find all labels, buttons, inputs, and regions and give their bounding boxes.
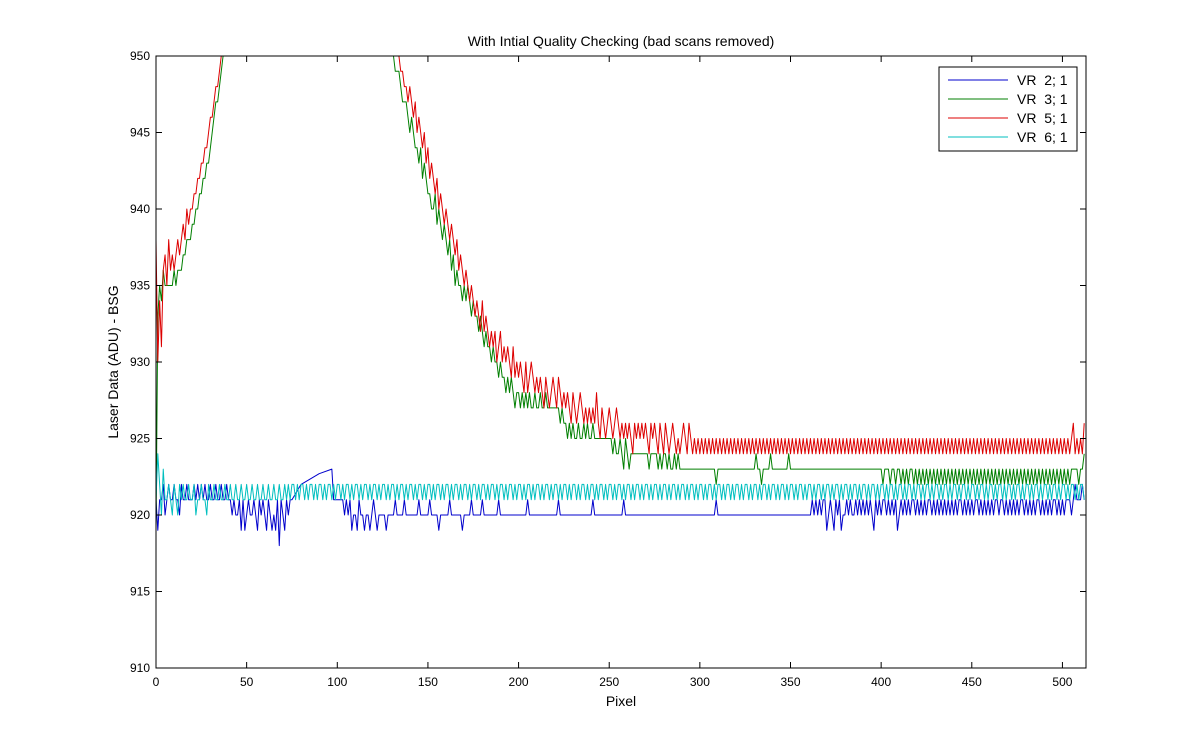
legend-label-3: VR 5; 1 <box>1017 110 1068 126</box>
y-axis-ticks: 910 915 920 925 930 935 940 945 950 <box>130 49 1086 675</box>
y-tick-label: 920 <box>130 508 150 522</box>
x-tick-label: 150 <box>418 675 438 689</box>
y-tick-label: 950 <box>130 49 150 63</box>
x-tick-label: 250 <box>599 675 619 689</box>
series-line-4 <box>156 453 1085 516</box>
legend-items: VR 2; 1 VR 3; 1 VR 5; 1 VR 6; 1 <box>948 72 1068 145</box>
legend-label-4: VR 6; 1 <box>1017 129 1068 145</box>
y-axis-label: Laser Data (ADU) - BSG <box>105 285 121 438</box>
x-tick-label: 450 <box>962 675 982 689</box>
x-tick-label: 400 <box>871 675 891 689</box>
series-line-3 <box>156 56 1085 455</box>
x-axis-label: Pixel <box>606 693 636 709</box>
x-tick-label: 200 <box>509 675 529 689</box>
x-tick-label: 100 <box>327 675 347 689</box>
x-tick-label: 500 <box>1052 675 1072 689</box>
x-tick-label: 0 <box>153 675 160 689</box>
legend-label-1: VR 2; 1 <box>1017 72 1068 88</box>
chart-title: With Intial Quality Checking (bad scans … <box>468 33 775 49</box>
y-tick-label: 930 <box>130 355 150 369</box>
x-tick-label: 350 <box>780 675 800 689</box>
y-tick-label: 940 <box>130 202 150 216</box>
y-tick-label: 935 <box>130 279 150 293</box>
y-tick-label: 910 <box>130 661 150 675</box>
legend: VR 2; 1 VR 3; 1 VR 5; 1 VR 6; 1 <box>938 66 1078 152</box>
y-tick-label: 925 <box>130 432 150 446</box>
legend-label-2: VR 3; 1 <box>1017 91 1068 107</box>
y-tick-label: 915 <box>130 585 150 599</box>
x-axis-ticks: 0 50 100 150 200 250 300 350 400 450 500 <box>153 56 1073 689</box>
x-tick-label: 50 <box>240 675 254 689</box>
y-tick-label: 945 <box>130 126 150 140</box>
plot-area <box>156 56 1086 668</box>
x-tick-label: 300 <box>690 675 710 689</box>
series-layer <box>156 56 1085 547</box>
